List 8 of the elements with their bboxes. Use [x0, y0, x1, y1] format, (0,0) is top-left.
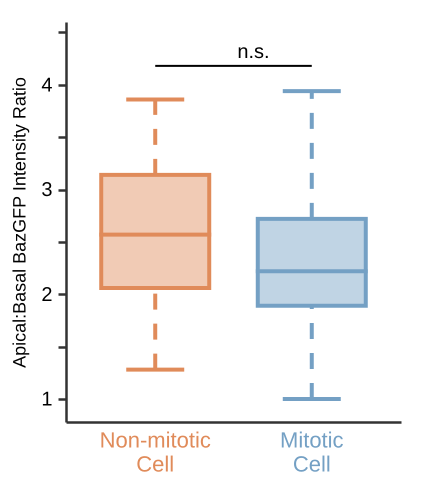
y-tick-label: 3 — [41, 179, 52, 202]
y-axis-title: Apical:Basal BazGFP Intensity Ratio — [9, 77, 30, 368]
x-tick-label: Mitotic Cell — [280, 428, 344, 476]
y-tick-label: 1 — [41, 388, 52, 410]
y-tick-label: 2 — [41, 284, 52, 306]
annotation: n.s. — [237, 40, 270, 63]
y-tick-label: 4 — [41, 74, 52, 96]
x-tick-label: Non-mitotic Cell — [100, 428, 211, 476]
